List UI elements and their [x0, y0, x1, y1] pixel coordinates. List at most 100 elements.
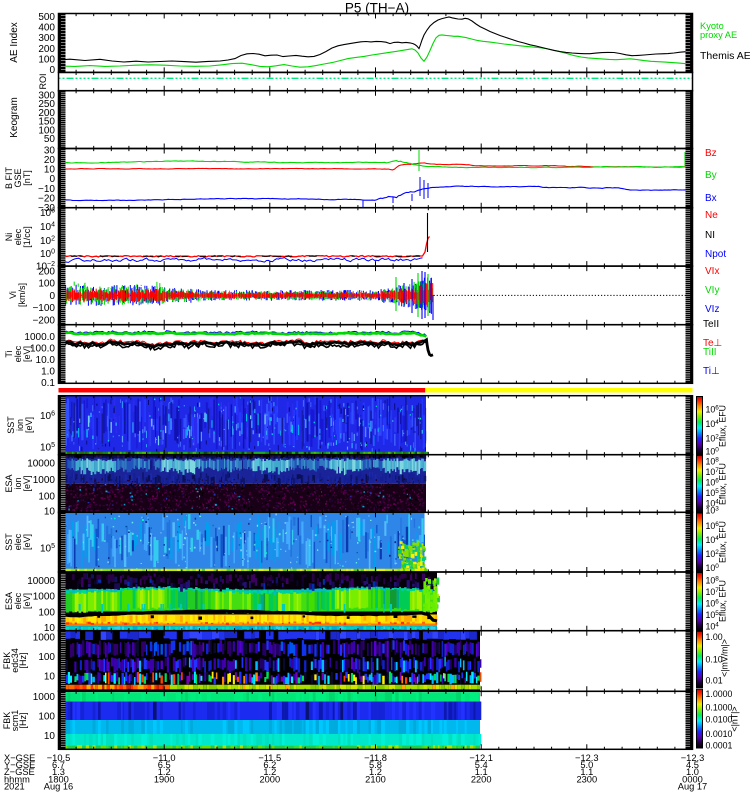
svg-text:108: 108	[706, 457, 720, 467]
svg-text:1.2: 1.2	[158, 767, 171, 777]
svg-text:106: 106	[706, 521, 720, 531]
svg-text:−11.5: −11.5	[258, 753, 281, 763]
svg-text:0: 0	[49, 291, 55, 302]
svg-text:2021: 2021	[4, 782, 25, 792]
svg-text:−10: −10	[38, 184, 55, 195]
svg-text:100: 100	[40, 248, 55, 260]
svg-text:100: 100	[38, 125, 55, 136]
svg-text:[eV]: [eV]	[22, 475, 32, 491]
svg-text:Themis AE: Themis AE	[700, 50, 750, 62]
svg-text:Te⊥: Te⊥	[703, 338, 722, 349]
svg-text:AE Index: AE Index	[9, 22, 20, 63]
svg-text:1.0: 1.0	[41, 367, 55, 378]
svg-text:6.7: 6.7	[52, 760, 65, 770]
svg-text:elec: elec	[13, 592, 23, 609]
svg-text:Ne: Ne	[705, 210, 718, 221]
svg-text:Vi: Vi	[8, 291, 18, 299]
svg-text:Eflux, EFU: Eflux, EFU	[718, 405, 728, 447]
svg-text:104: 104	[706, 419, 720, 429]
svg-text:106: 106	[40, 208, 55, 220]
svg-text:TiII: TiII	[703, 347, 717, 358]
svg-text:100: 100	[38, 492, 55, 503]
svg-text:10: 10	[44, 672, 56, 683]
svg-text:0.0010: 0.0010	[706, 729, 733, 739]
svg-text:Aug 16: Aug 16	[44, 782, 73, 792]
svg-text:107: 107	[706, 587, 720, 597]
svg-text:TeII: TeII	[703, 319, 719, 330]
svg-text:Aug 17: Aug 17	[678, 782, 707, 792]
svg-text:103: 103	[706, 506, 720, 516]
svg-text:106: 106	[706, 599, 720, 609]
svg-text:0: 0	[49, 174, 55, 185]
svg-text:100.0: 100.0	[30, 344, 55, 355]
svg-text:VIy: VIy	[705, 285, 719, 296]
svg-text:−100: −100	[32, 303, 55, 314]
svg-text:hhmm: hhmm	[4, 774, 30, 784]
svg-text:1000: 1000	[33, 592, 56, 603]
svg-text:100: 100	[706, 447, 720, 457]
svg-text:Y−GSE: Y−GSE	[4, 760, 35, 770]
svg-text:6.2: 6.2	[263, 760, 276, 770]
svg-text:[eV]: [eV]	[22, 534, 32, 550]
svg-text:elec: elec	[13, 533, 23, 550]
svg-text:10000: 10000	[27, 576, 55, 587]
svg-text:<|nT|>: <|nT|>	[730, 706, 740, 731]
svg-text:−30: −30	[38, 203, 55, 214]
svg-text:−10.5: −10.5	[47, 753, 71, 763]
svg-text:ESA: ESA	[4, 474, 14, 492]
svg-text:0.0001: 0.0001	[706, 740, 733, 750]
svg-text:20: 20	[44, 155, 56, 166]
svg-text:Eflux, EFU: Eflux, EFU	[718, 521, 728, 563]
svg-text:1.1: 1.1	[475, 767, 488, 777]
svg-text:106: 106	[706, 478, 720, 488]
svg-text:5.8: 5.8	[369, 760, 382, 770]
svg-text:105: 105	[706, 488, 720, 498]
svg-text:Ti: Ti	[4, 350, 14, 357]
svg-text:50: 50	[44, 134, 56, 145]
svg-text:X−GSE: X−GSE	[4, 753, 35, 763]
svg-text:proxy AE: proxy AE	[700, 30, 737, 40]
svg-text:200: 200	[38, 44, 55, 55]
svg-text:10: 10	[44, 623, 56, 634]
svg-text:300: 300	[38, 91, 55, 102]
svg-text:5.0: 5.0	[580, 760, 593, 770]
svg-text:0.1: 0.1	[41, 378, 55, 389]
svg-text:0000: 0000	[682, 774, 703, 784]
svg-text:Ti⊥: Ti⊥	[703, 366, 720, 377]
svg-text:−12.3: −12.3	[681, 753, 705, 763]
svg-text:[km/s]: [km/s]	[17, 283, 27, 307]
svg-text:100: 100	[38, 652, 55, 663]
svg-text:Eflux, EFU: Eflux, EFU	[718, 580, 728, 622]
svg-text:10: 10	[44, 165, 56, 176]
svg-text:400: 400	[38, 23, 55, 34]
svg-text:SST: SST	[6, 416, 16, 434]
svg-text:0.0100: 0.0100	[706, 715, 733, 725]
svg-text:2200: 2200	[471, 774, 492, 784]
svg-text:1.2: 1.2	[263, 767, 276, 777]
svg-text:ion: ion	[13, 477, 23, 489]
svg-text:−12.3: −12.3	[575, 753, 599, 763]
svg-text:Bx: Bx	[705, 193, 717, 204]
svg-text:1.00: 1.00	[706, 632, 723, 642]
svg-text:[eV]: [eV]	[22, 346, 32, 362]
svg-text:VIz: VIz	[705, 304, 719, 315]
svg-text:ion: ion	[15, 419, 25, 431]
svg-text:102: 102	[706, 434, 720, 444]
svg-text:elec: elec	[13, 228, 23, 245]
svg-text:10−2: 10−2	[36, 261, 55, 273]
svg-text:0: 0	[49, 65, 55, 76]
svg-text:1000.0: 1000.0	[24, 332, 55, 343]
svg-text:10.0: 10.0	[36, 355, 56, 366]
svg-text:P5 (TH−A): P5 (TH−A)	[345, 1, 409, 16]
svg-text:6.5: 6.5	[158, 760, 171, 770]
svg-text:VIx: VIx	[705, 266, 719, 277]
svg-text:−200: −200	[32, 316, 55, 327]
svg-text:GSE: GSE	[13, 168, 23, 187]
svg-text:[nT]: [nT]	[22, 170, 32, 186]
svg-text:Bz: Bz	[705, 148, 717, 159]
svg-text:Z−GSE: Z−GSE	[4, 767, 35, 777]
svg-text:Eflux, EFU: Eflux, EFU	[718, 463, 728, 505]
svg-text:104: 104	[40, 222, 55, 234]
svg-text:100: 100	[706, 563, 720, 573]
svg-text:100: 100	[38, 712, 55, 723]
